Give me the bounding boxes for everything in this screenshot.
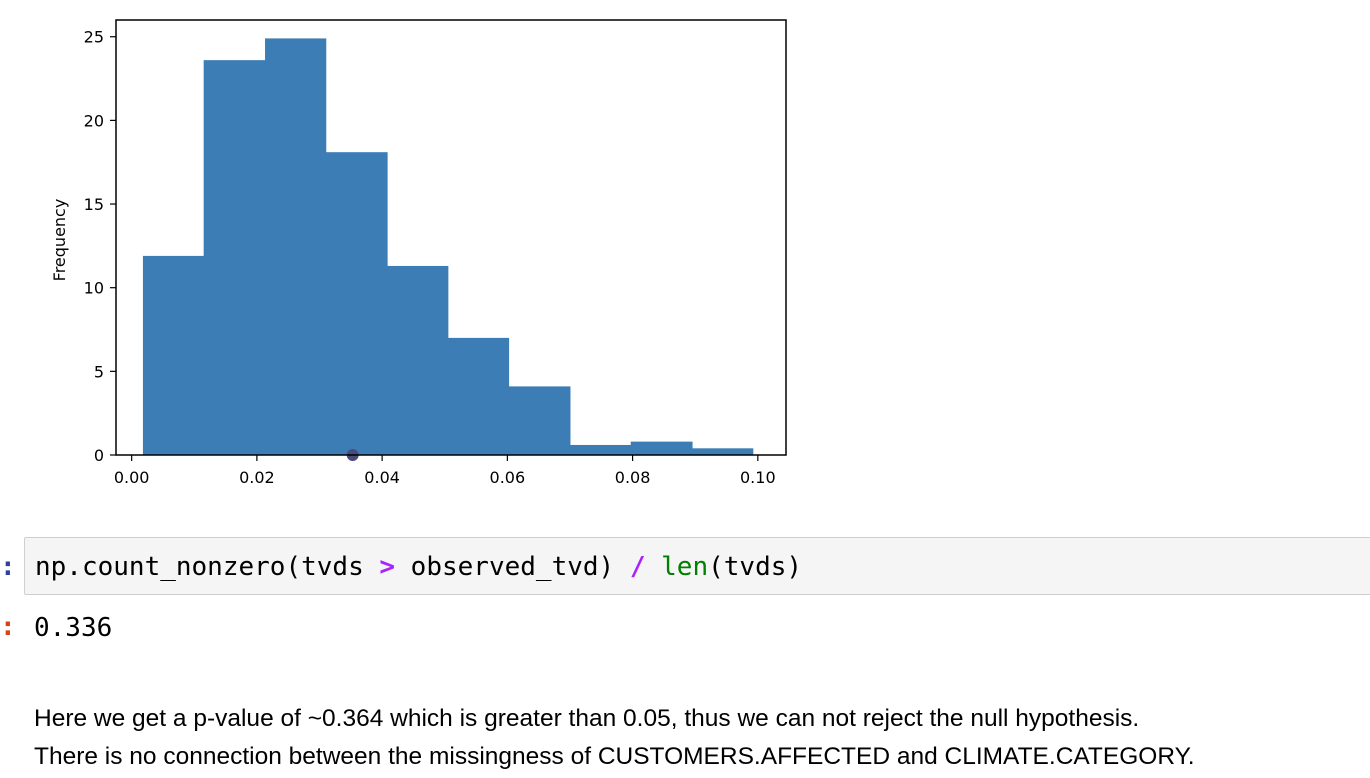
markdown-line-2: There is no connection between the missi… (34, 743, 1195, 770)
code-text: observed_tvd) (395, 552, 630, 582)
code-text: (tvds) (708, 552, 803, 582)
code-text (646, 552, 662, 582)
x-tick-label: 0.00 (114, 468, 150, 487)
code-builtin-len: len (661, 552, 709, 582)
x-tick-label: 0.04 (364, 468, 400, 487)
x-tick-label: 0.08 (615, 468, 651, 487)
x-tick-label: 0.10 (740, 468, 776, 487)
histogram-chart: 0.00 0.02 0.04 0.06 0.08 0.10 0 5 10 15 20 25 Freq… (50, 19, 787, 487)
histogram-bar (387, 265, 449, 455)
y-tick-label: 5 (94, 362, 104, 381)
y-tick-label: 10 (84, 279, 104, 298)
y-tick-label: 25 (84, 28, 104, 47)
markdown-line-1: Here we get a p-value of ~0.364 which is… (34, 705, 1140, 732)
histogram-bar (447, 337, 510, 455)
x-axis: 0.00 0.02 0.04 0.06 0.08 0.10 (114, 455, 776, 487)
y-axis-label: Frequency (50, 199, 69, 282)
histogram-bars (142, 38, 754, 461)
code-text: np.count_nonzero(tvds (35, 552, 380, 582)
histogram-bar (142, 255, 205, 455)
markdown-cell: Here we get a p-value of ~0.364 which is… (34, 700, 1195, 776)
output-prompt: : (0, 612, 16, 642)
y-tick-label: 20 (84, 111, 104, 130)
histogram-bar (569, 444, 632, 455)
code-operator-gt: > (379, 552, 396, 582)
histogram-bar (203, 60, 266, 456)
y-tick-label: 15 (84, 195, 104, 214)
histogram-bar (692, 448, 754, 455)
plot-frame (115, 19, 787, 456)
histogram-bar (630, 441, 693, 455)
input-prompt: : (0, 552, 16, 582)
code-operator-div: / (629, 552, 646, 582)
histogram-bar (265, 38, 327, 456)
y-tick-label: 0 (94, 446, 104, 465)
histogram-bar (508, 386, 571, 455)
histogram-bar (325, 152, 388, 455)
code-cell[interactable]: np.count_nonzero(tvds > observed_tvd) / … (24, 537, 1370, 595)
output-value: 0.336 (34, 613, 113, 643)
x-tick-label: 0.02 (239, 468, 275, 487)
x-tick-label: 0.06 (490, 468, 526, 487)
y-axis: 0 5 10 15 20 25 (84, 28, 116, 465)
